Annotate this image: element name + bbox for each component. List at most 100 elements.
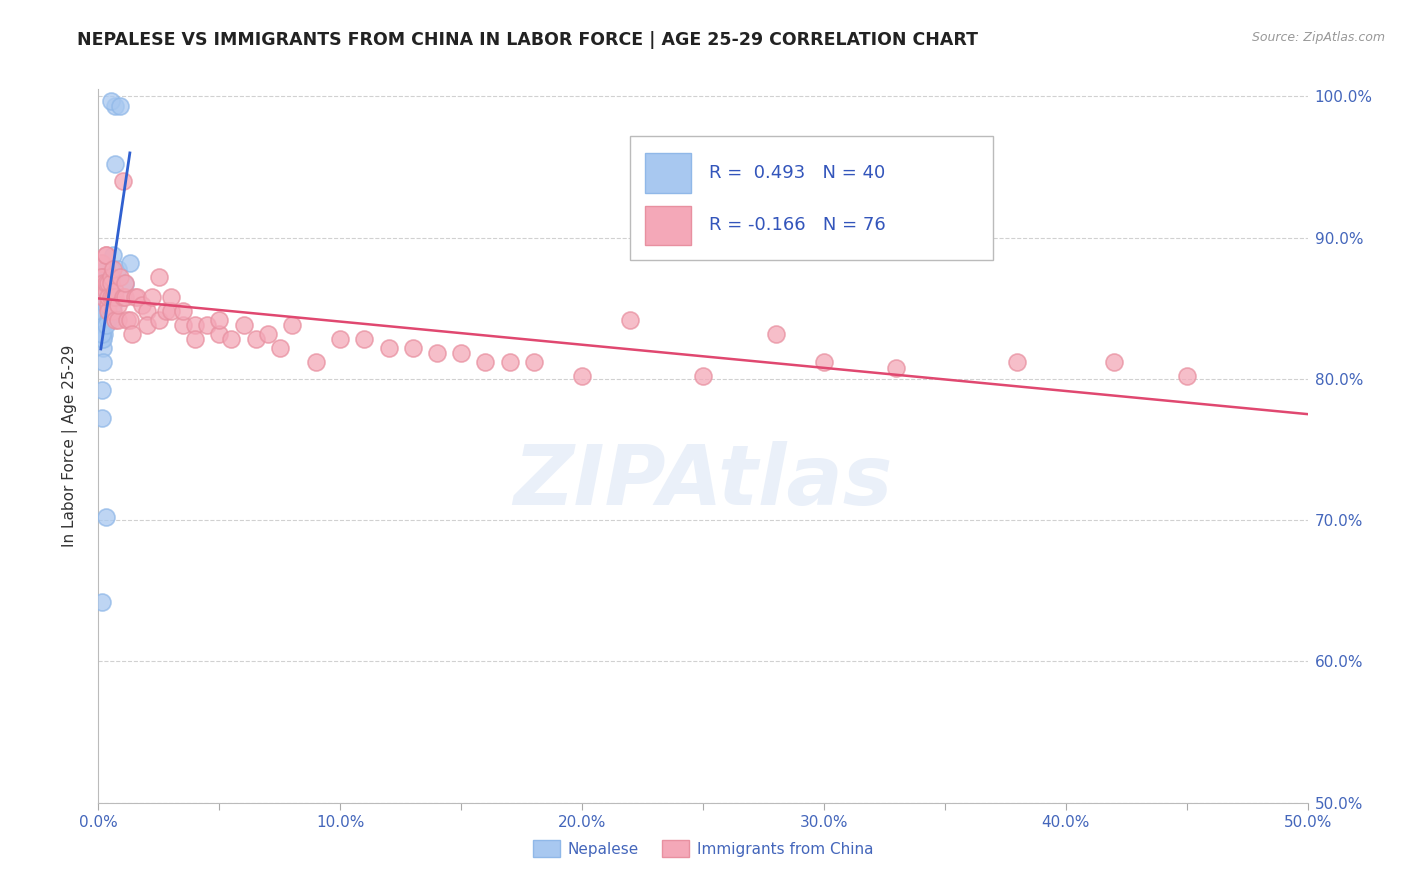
Point [104,290,127,304]
Point [94,298,117,312]
Point [101,247,124,261]
Text: Source: ZipAtlas.com: Source: ZipAtlas.com [1251,31,1385,45]
Point [94,318,117,333]
Point [94,510,117,524]
Point [135,304,157,318]
Point [91,270,114,285]
Point [523,355,546,369]
Point [108,270,131,285]
Point [100,290,122,304]
Point [160,304,183,318]
Point [101,261,124,276]
FancyBboxPatch shape [645,205,690,244]
Point [329,332,352,346]
Point [886,360,908,375]
Point [91,285,114,299]
Point [141,290,163,304]
Point [353,332,375,346]
Point [124,290,146,304]
Point [100,261,122,276]
Point [94,276,117,290]
Point [90,290,112,304]
Point [91,276,114,290]
Point [91,326,114,341]
Point [91,270,114,285]
Point [101,298,124,312]
Point [232,318,254,333]
Point [111,290,134,304]
Point [91,285,114,299]
Point [93,285,115,299]
Point [160,290,183,304]
Point [148,270,170,285]
Point [104,157,127,171]
Point [426,346,449,360]
Point [101,290,124,304]
Y-axis label: In Labor Force | Age 25-29: In Labor Force | Age 25-29 [62,345,77,547]
Point [97,290,120,304]
Point [245,332,267,346]
Legend: Nepalese, Immigrants from China: Nepalese, Immigrants from China [526,834,880,863]
Point [305,355,328,369]
Point [91,318,114,333]
Point [104,285,127,299]
Point [100,270,122,285]
Point [114,276,136,290]
Point [97,270,120,285]
Point [269,341,291,355]
Point [221,332,243,346]
Point [100,290,122,304]
Point [94,270,117,285]
Point [91,341,114,355]
Point [118,312,141,326]
Point [450,346,472,360]
Point [474,355,496,369]
Point [94,261,117,276]
Point [91,355,114,369]
Point [91,383,114,397]
Point [111,174,134,188]
Point [135,318,157,333]
Text: ZIPAtlas: ZIPAtlas [513,442,893,522]
Point [97,312,120,326]
Point [118,256,141,270]
FancyBboxPatch shape [645,153,690,193]
Point [91,595,114,609]
Point [94,247,117,261]
Text: R = -0.166   N = 76: R = -0.166 N = 76 [709,217,886,235]
Point [765,326,787,341]
Point [94,247,117,261]
Point [91,256,114,270]
Point [100,312,122,326]
Point [571,369,593,384]
Point [281,318,304,333]
Point [94,304,117,318]
Point [94,277,117,292]
Point [107,298,129,312]
Point [100,276,122,290]
Point [93,326,115,341]
Point [813,355,835,369]
Point [256,326,278,341]
Point [90,256,112,270]
Point [91,290,114,304]
Point [402,341,425,355]
Point [104,312,127,326]
Point [91,332,114,346]
Point [97,270,120,285]
Point [97,312,120,326]
Point [131,298,153,312]
Point [107,261,129,276]
Point [114,290,136,304]
Point [1175,369,1198,384]
Point [148,312,170,326]
Point [97,304,120,318]
Point [127,290,149,304]
Point [155,304,177,318]
Point [195,318,218,333]
Point [117,312,139,326]
Point [97,276,120,290]
Point [114,277,136,292]
Point [90,304,112,318]
Text: NEPALESE VS IMMIGRANTS FROM CHINA IN LABOR FORCE | AGE 25-29 CORRELATION CHART: NEPALESE VS IMMIGRANTS FROM CHINA IN LAB… [77,31,979,49]
